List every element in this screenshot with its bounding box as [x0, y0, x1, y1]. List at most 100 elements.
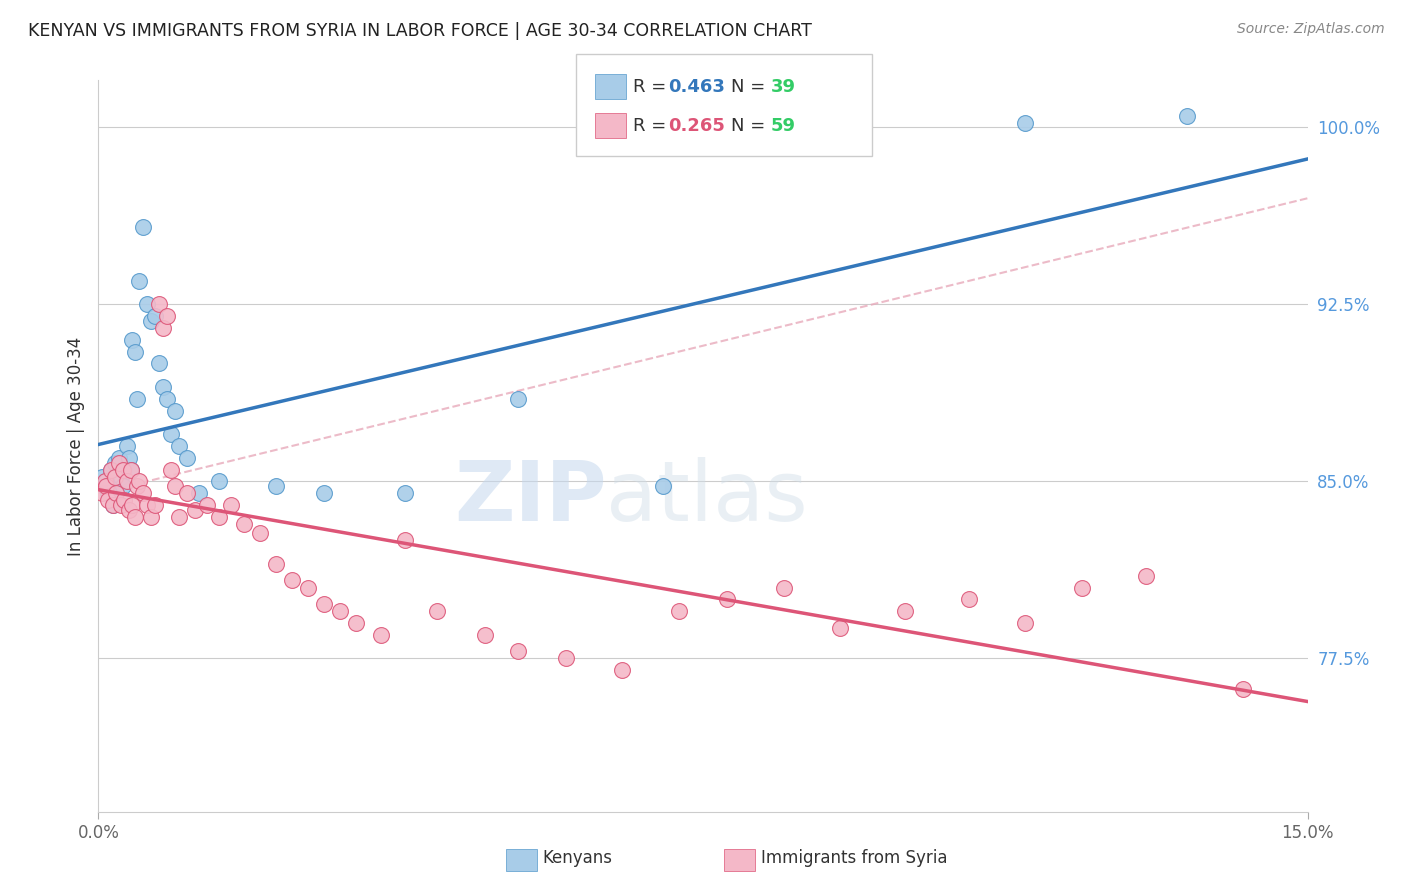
Point — [132, 219, 155, 234]
Point — [112, 493, 135, 508]
Text: N =: N = — [731, 78, 770, 95]
Point — [103, 456, 125, 470]
Point — [112, 462, 135, 476]
Point — [1070, 581, 1092, 595]
Point — [135, 297, 157, 311]
Point — [101, 498, 124, 512]
Point — [94, 479, 117, 493]
Point — [91, 469, 114, 483]
Text: N =: N = — [731, 117, 770, 135]
Point — [612, 663, 634, 677]
Point — [101, 498, 124, 512]
Point — [120, 462, 142, 476]
Point — [188, 486, 211, 500]
Point — [1014, 116, 1036, 130]
Point — [297, 581, 319, 595]
Point — [426, 604, 449, 618]
Point — [110, 469, 132, 483]
Point — [772, 581, 794, 595]
Point — [91, 486, 114, 500]
Text: 0.463: 0.463 — [668, 78, 724, 95]
Point — [118, 502, 141, 516]
Text: 59: 59 — [770, 117, 796, 135]
Point — [195, 498, 218, 512]
Point — [152, 380, 174, 394]
Point — [1135, 568, 1157, 582]
Point — [156, 310, 179, 324]
Text: Kenyans: Kenyans — [543, 849, 613, 867]
Point — [96, 479, 118, 493]
Y-axis label: In Labor Force | Age 30-34: In Labor Force | Age 30-34 — [66, 336, 84, 556]
Point — [474, 628, 496, 642]
Point — [128, 274, 150, 288]
Point — [121, 498, 143, 512]
Point — [344, 615, 367, 630]
Point — [893, 604, 915, 618]
Point — [167, 509, 190, 524]
Point — [208, 509, 231, 524]
Point — [394, 533, 416, 548]
Point — [97, 493, 120, 508]
Point — [370, 628, 392, 642]
Point — [160, 427, 183, 442]
Point — [105, 486, 128, 500]
Point — [163, 479, 186, 493]
Point — [127, 392, 149, 406]
Point — [111, 479, 134, 493]
Point — [1175, 109, 1198, 123]
Point — [394, 486, 416, 500]
Point — [281, 574, 304, 588]
Point — [176, 450, 198, 465]
Point — [264, 557, 287, 571]
Point — [148, 297, 170, 311]
Text: 39: 39 — [770, 78, 796, 95]
Point — [152, 321, 174, 335]
Point — [148, 356, 170, 370]
Point — [143, 310, 166, 324]
Point — [184, 502, 207, 516]
Point — [132, 486, 155, 500]
Point — [96, 475, 118, 489]
Point — [103, 469, 125, 483]
Point — [118, 450, 141, 465]
Point — [120, 462, 142, 476]
Text: Immigrants from Syria: Immigrants from Syria — [761, 849, 948, 867]
Point — [1014, 615, 1036, 630]
Point — [329, 604, 352, 618]
Point — [139, 314, 162, 328]
Point — [115, 439, 138, 453]
Point — [651, 479, 673, 493]
Point — [176, 486, 198, 500]
Point — [128, 475, 150, 489]
Point — [121, 333, 143, 347]
Point — [115, 475, 138, 489]
Text: ZIP: ZIP — [454, 457, 606, 538]
Point — [107, 450, 129, 465]
Point — [264, 479, 287, 493]
Point — [94, 475, 117, 489]
Point — [828, 621, 851, 635]
Point — [208, 475, 231, 489]
Point — [167, 439, 190, 453]
Point — [716, 592, 738, 607]
Text: R =: R = — [633, 117, 672, 135]
Point — [221, 498, 243, 512]
Point — [668, 604, 690, 618]
Text: atlas: atlas — [606, 457, 808, 538]
Point — [100, 462, 122, 476]
Point — [143, 498, 166, 512]
Point — [139, 509, 162, 524]
Point — [314, 486, 336, 500]
Point — [100, 462, 122, 476]
Point — [110, 498, 132, 512]
Point — [163, 403, 186, 417]
Point — [124, 509, 146, 524]
Point — [957, 592, 980, 607]
Point — [1232, 681, 1254, 696]
Point — [314, 597, 336, 611]
Point — [249, 526, 271, 541]
Text: KENYAN VS IMMIGRANTS FROM SYRIA IN LABOR FORCE | AGE 30-34 CORRELATION CHART: KENYAN VS IMMIGRANTS FROM SYRIA IN LABOR… — [28, 22, 813, 40]
Text: R =: R = — [633, 78, 672, 95]
Text: Source: ZipAtlas.com: Source: ZipAtlas.com — [1237, 22, 1385, 37]
Point — [506, 644, 529, 658]
